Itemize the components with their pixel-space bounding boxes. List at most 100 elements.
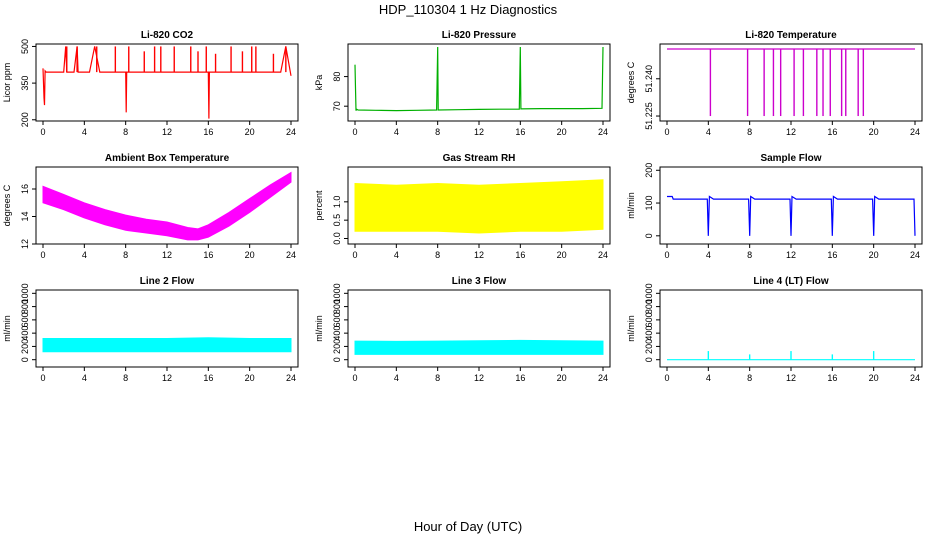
series-band [354, 179, 604, 234]
x-tick-label: 12 [162, 373, 172, 383]
panel-li-820-temperature: Li-820 Temperature degrees C 0 4 8 12 16 20 24 51… [626, 30, 923, 137]
series-band [42, 337, 292, 353]
x-tick-label: 24 [286, 127, 296, 137]
y-tick-label: 14 [20, 211, 30, 221]
y-tick-label: 600 [332, 312, 342, 327]
y-tick-label: 80 [332, 72, 342, 82]
y-tick-label: 400 [332, 326, 342, 341]
x-tick-label: 4 [82, 373, 87, 383]
x-tick-label: 0 [664, 373, 669, 383]
x-tick-label: 8 [123, 127, 128, 137]
x-tick-label: 8 [435, 127, 440, 137]
x-tick-label: 16 [203, 127, 213, 137]
x-tick-label: 8 [123, 250, 128, 260]
x-tick-label: 16 [827, 250, 837, 260]
figure-x-axis-label: Hour of Day (UTC) [414, 519, 522, 534]
panel-title: Gas Stream RH [443, 153, 516, 164]
y-tick-label: 0.5 [332, 214, 342, 227]
x-tick-label: 8 [435, 250, 440, 260]
y-tick-label: 200 [20, 112, 30, 127]
y-tick-label: 0.0 [332, 232, 342, 245]
y-tick-label: 70 [332, 101, 342, 111]
x-tick-label: 20 [869, 250, 879, 260]
data-layer [42, 337, 292, 353]
x-tick-label: 16 [827, 127, 837, 137]
x-tick-label: 16 [827, 373, 837, 383]
y-axis-label: ml/min [314, 315, 324, 342]
x-tick-label: 4 [82, 127, 87, 137]
y-tick-label: 51.240 [644, 65, 654, 93]
x-tick-label: 8 [123, 373, 128, 383]
data-layer [667, 48, 915, 117]
panel-title: Line 3 Flow [452, 276, 507, 287]
x-tick-label: 4 [706, 127, 711, 137]
x-tick-label: 20 [557, 373, 567, 383]
x-tick-label: 8 [747, 373, 752, 383]
x-tick-label: 8 [747, 127, 752, 137]
x-tick-label: 20 [557, 250, 567, 260]
panel-line-4-lt-flow: Line 4 (LT) Flow ml/min 0 4 8 12 16 20 24 0 200400… [626, 276, 923, 383]
x-tick-label: 12 [474, 127, 484, 137]
x-tick-label: 20 [869, 373, 879, 383]
panel-title: Li-820 Pressure [442, 30, 517, 41]
y-axis-label: kPa [314, 75, 324, 91]
panel-title: Ambient Box Temperature [105, 153, 230, 164]
x-tick-label: 12 [162, 127, 172, 137]
x-tick-label: 4 [394, 127, 399, 137]
x-tick-label: 24 [286, 250, 296, 260]
y-axis-label: ml/min [626, 192, 636, 219]
y-tick-label: 0 [332, 357, 342, 362]
data-layer [354, 179, 604, 234]
x-tick-label: 24 [910, 250, 920, 260]
y-tick-label: 200 [644, 339, 654, 354]
x-tick-label: 24 [286, 373, 296, 383]
series-line [354, 46, 604, 112]
x-tick-label: 24 [598, 250, 608, 260]
x-tick-label: 16 [203, 250, 213, 260]
y-axis-label: percent [314, 190, 324, 221]
x-tick-label: 4 [394, 250, 399, 260]
y-axis-label: Licor ppm [2, 63, 12, 103]
y-tick-label: 1000 [332, 283, 342, 303]
y-tick-label: 200 [332, 339, 342, 354]
x-tick-label: 0 [352, 373, 357, 383]
panel-ambient-box-temperature: Ambient Box Temperature degrees C 0 4 8 12 16 2… [2, 153, 299, 260]
panel-title: Sample Flow [760, 153, 821, 164]
y-tick-label: 1000 [644, 283, 654, 303]
data-layer [42, 171, 292, 241]
plot-frame [659, 43, 923, 122]
x-tick-label: 0 [40, 127, 45, 137]
plot-frame [35, 289, 299, 368]
panel-line-3-flow: Line 3 Flow ml/min 0 4 8 12 16 20 24 0 20040060080… [314, 276, 611, 383]
series-line [667, 195, 916, 236]
x-tick-label: 4 [394, 373, 399, 383]
y-axis-label: ml/min [2, 315, 12, 342]
x-tick-label: 24 [598, 373, 608, 383]
x-tick-label: 0 [664, 250, 669, 260]
figure-title: HDP_110304 1 Hz Diagnostics [379, 2, 558, 17]
series-band [354, 339, 604, 355]
x-tick-label: 12 [474, 373, 484, 383]
y-tick-label: 400 [20, 326, 30, 341]
y-tick-label: 12 [20, 239, 30, 249]
x-tick-label: 0 [352, 127, 357, 137]
x-tick-label: 16 [515, 127, 525, 137]
x-tick-label: 20 [557, 127, 567, 137]
x-tick-label: 16 [515, 250, 525, 260]
y-axis-label: degrees C [626, 61, 636, 103]
panel-gas-stream-rh: Gas Stream RH percent 0 4 8 12 16 20 24 0.0 0.5 1.0 [314, 153, 611, 260]
panel-title: Line 2 Flow [140, 276, 195, 287]
panel-sample-flow: Sample Flow ml/min 0 4 8 12 16 20 24 0 100 200 [626, 153, 923, 260]
data-layer [354, 46, 604, 112]
y-tick-label: 800 [332, 299, 342, 314]
x-tick-label: 8 [435, 373, 440, 383]
y-tick-label: 200 [20, 339, 30, 354]
y-axis-label: degrees C [2, 184, 12, 226]
y-tick-label: 500 [20, 39, 30, 54]
x-tick-label: 0 [40, 250, 45, 260]
panel-line-2-flow: Line 2 Flow ml/min 0 4 8 12 16 20 24 0 20040060080… [2, 276, 299, 383]
x-tick-label: 0 [352, 250, 357, 260]
x-tick-label: 24 [910, 127, 920, 137]
